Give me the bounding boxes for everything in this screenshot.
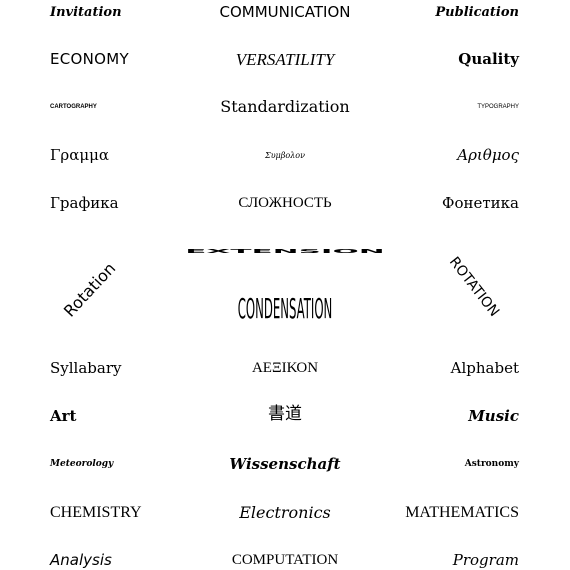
word-aeeikon: ΑΕΞΙΚΟΝ	[251, 360, 319, 376]
word-mathematics: MATHEMATICS	[405, 504, 519, 521]
word-astronomy: Astronomy	[464, 459, 519, 469]
word-typography: TYPOGRAPHY	[477, 104, 519, 110]
word-grafika: Графика	[50, 194, 119, 212]
word-art: Art	[50, 407, 77, 425]
word-electronics: Electronics	[239, 503, 331, 522]
word-program: Program	[452, 551, 519, 569]
word-computation: COMPUTATION	[231, 552, 339, 568]
word-alphabet: Alphabet	[450, 359, 519, 377]
word-wissenschaft: Wissenschaft	[229, 455, 341, 473]
word-shodo: 書道	[268, 404, 302, 424]
word-rotation-right: ROTATION	[445, 254, 503, 320]
word-condensation: CONDENSATION	[237, 293, 333, 326]
word-chemistry: CHEMISTRY	[50, 504, 142, 521]
word-standardization: Standardization	[220, 97, 350, 116]
word-fonetika: Фонетика	[442, 194, 519, 212]
word-publication: Publication	[435, 5, 519, 20]
word-economy: ECONOMY	[50, 50, 129, 68]
word-rotation-left: Rotation	[59, 258, 120, 321]
word-symbolon: Συμβολον	[265, 151, 305, 160]
word-arithmos: Αριθμος	[457, 146, 519, 164]
word-quality: Quality	[458, 50, 519, 68]
word-gramma: Γραμμα	[50, 146, 109, 164]
word-communication: COMMUNICATION	[219, 3, 351, 21]
word-slozhnost: СЛОЖНОСТЬ	[238, 195, 332, 211]
word-extension: EXTENSION	[185, 248, 385, 255]
word-syllabary: Syllabary	[50, 359, 122, 377]
word-versatility: VERSATILITY	[235, 50, 335, 69]
word-analysis: Analysis	[50, 551, 112, 569]
word-cartography: CARTOGRAPHY	[50, 104, 97, 110]
word-meteorology: Meteorology	[50, 459, 114, 469]
word-invitation: Invitation	[50, 5, 122, 20]
word-music: Music	[468, 407, 519, 425]
